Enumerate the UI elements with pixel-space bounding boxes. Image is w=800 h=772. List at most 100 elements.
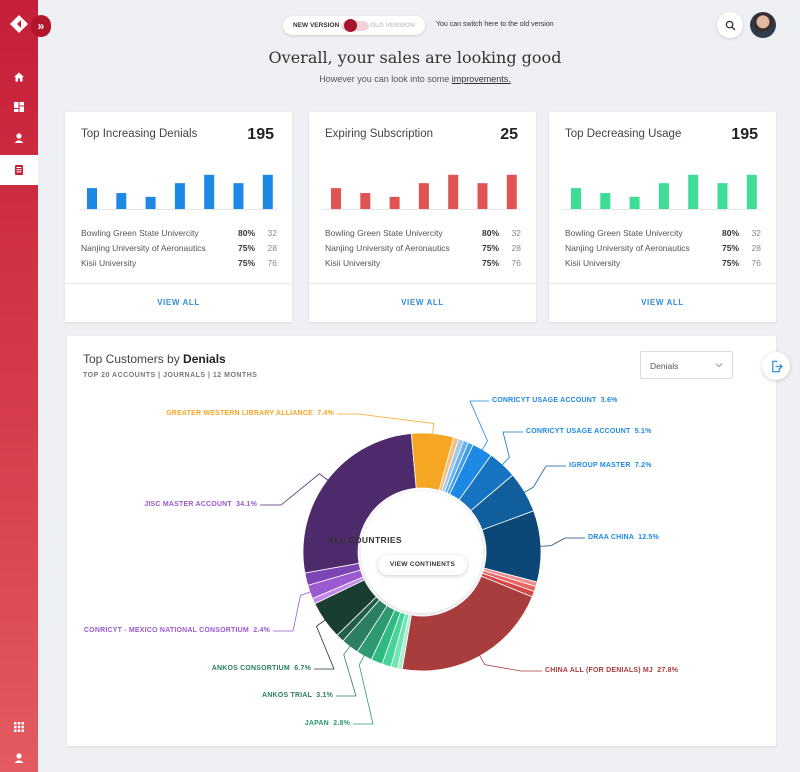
donut-label-name: ANKOS TRIAL: [262, 692, 312, 699]
donut-label-name: IGROUP MASTER: [569, 462, 631, 469]
card-bar[interactable]: [629, 196, 640, 209]
card-bar[interactable]: [688, 174, 699, 209]
card-row-pct: 80%: [721, 228, 739, 238]
version-toggle[interactable]: NEW VERSION OLD VERSION: [283, 16, 425, 35]
card-bar[interactable]: [418, 183, 429, 209]
card-bar[interactable]: [233, 183, 244, 209]
card-increasing-denials: Top Increasing Denials 195 Bowling Green…: [65, 112, 292, 322]
panel-title: Top Customers by Denials: [83, 352, 226, 366]
card-row[interactable]: Bowling Green State Univercity 80% 32: [81, 228, 277, 243]
card-value: 195: [247, 126, 274, 143]
card-row[interactable]: Kisii University 75% 76: [325, 258, 521, 273]
home-icon[interactable]: [0, 62, 38, 92]
card-bar[interactable]: [717, 183, 728, 209]
card-row[interactable]: Nanjing University of Aeronautics 75% 28: [325, 243, 521, 258]
donut-label-value: 3.1%: [311, 692, 333, 699]
card-bar[interactable]: [116, 193, 127, 209]
switch-hint: You can switch here to the old version: [436, 21, 554, 28]
donut-label[interactable]: JISC MASTER ACCOUNT 34.1%: [144, 501, 257, 508]
donut-label[interactable]: IGROUP MASTER 7.2%: [569, 462, 652, 469]
card-row[interactable]: Kisii University 75% 76: [81, 258, 277, 273]
search-button[interactable]: [717, 12, 743, 38]
subline-text: However you can look into some: [319, 74, 450, 84]
view-all-button[interactable]: VIEW ALL: [157, 298, 200, 307]
chevrons-right-icon[interactable]: »: [31, 15, 51, 37]
card-bar[interactable]: [571, 188, 581, 209]
donut-slice[interactable]: [302, 433, 417, 574]
donut-label[interactable]: JAPAN 2.8%: [305, 720, 350, 727]
card-row-name: Bowling Green State Univercity: [565, 228, 683, 238]
card-bar[interactable]: [360, 193, 371, 209]
card-row[interactable]: Bowling Green State Univercity 80% 32: [565, 228, 761, 243]
card-bar[interactable]: [448, 174, 459, 209]
new-version-label: NEW VERSION: [293, 22, 340, 29]
donut-label-value: 2.4%: [248, 627, 270, 634]
donut-leader-line: [260, 473, 331, 506]
donut-label[interactable]: DRAA CHINA 12.5%: [588, 534, 659, 541]
donut-leader-line: [336, 643, 357, 697]
donut-center: [361, 491, 483, 613]
document-icon[interactable]: [0, 155, 38, 185]
card-bar[interactable]: [477, 183, 488, 209]
card-row-pct: 80%: [481, 228, 499, 238]
card-row-pct: 75%: [721, 243, 739, 253]
dashboard-icon[interactable]: [0, 92, 38, 122]
card-row-count: 28: [751, 243, 761, 253]
card-row-count: 32: [751, 228, 761, 238]
card-decreasing-usage: Top Decreasing Usage 195 Bowling Green S…: [549, 112, 776, 322]
card-bar[interactable]: [331, 188, 341, 209]
avatar[interactable]: [750, 12, 776, 38]
card-bar[interactable]: [746, 174, 757, 209]
card-bar-chart: [563, 174, 762, 210]
donut-slice[interactable]: [446, 441, 474, 495]
donut-label[interactable]: GREATER WESTERN LIBRARY ALLIANCE 7.4%: [166, 410, 334, 417]
donut-label-name: CONRICYT USAGE ACCOUNT: [526, 428, 631, 435]
card-bar[interactable]: [204, 174, 215, 209]
card-divider: [65, 283, 292, 284]
card-bar[interactable]: [145, 196, 156, 209]
donut-label[interactable]: CONRICYT USAGE ACCOUNT 5.1%: [526, 428, 652, 435]
donut-slice[interactable]: [401, 575, 533, 672]
card-row[interactable]: Nanjing University of Aeronautics 75% 28: [81, 243, 277, 258]
card-divider: [549, 283, 776, 284]
view-continents-button[interactable]: VIEW CONTINENTS: [378, 555, 467, 575]
donut-label[interactable]: CONRICYT - MEXICO NATIONAL CONSORTIUM 2.…: [84, 627, 270, 634]
donut-label[interactable]: ANKOS CONSORTIUM 6.7%: [212, 665, 311, 672]
account-icon[interactable]: [0, 743, 38, 772]
improvements-link[interactable]: improvements.: [451, 74, 511, 84]
card-value: 195: [731, 126, 758, 143]
card-bar[interactable]: [600, 193, 611, 209]
card-bar[interactable]: [506, 174, 517, 209]
card-bar[interactable]: [174, 183, 185, 209]
card-row[interactable]: Bowling Green State Univercity 80% 32: [325, 228, 521, 243]
user-icon[interactable]: [0, 123, 38, 153]
donut-leader-line: [499, 431, 523, 468]
center-title: ALL COUNTRIES: [328, 535, 402, 545]
view-all-button[interactable]: VIEW ALL: [401, 298, 444, 307]
toggle-knob[interactable]: [344, 19, 357, 32]
donut-label[interactable]: CHINA ALL (FOR DENIALS) MJ 27.8%: [545, 667, 678, 674]
view-all-button[interactable]: VIEW ALL: [641, 298, 684, 307]
card-bar[interactable]: [658, 183, 669, 209]
card-value: 25: [500, 126, 518, 143]
card-expiring-subscription: Expiring Subscription 25 Bowling Green S…: [309, 112, 536, 322]
donut-leader-line: [469, 400, 489, 454]
donut-label[interactable]: CONRICYT USAGE ACCOUNT 3.6%: [492, 397, 618, 404]
card-bar[interactable]: [87, 188, 97, 209]
card-row[interactable]: Nanjing University of Aeronautics 75% 28: [565, 243, 761, 258]
apps-grid-icon[interactable]: [0, 712, 38, 742]
card-row-name: Bowling Green State Univercity: [81, 228, 199, 238]
card-bar[interactable]: [389, 196, 400, 209]
metric-select[interactable]: Denials: [640, 351, 733, 379]
card-row-count: 76: [267, 258, 277, 268]
card-bar[interactable]: [262, 174, 273, 209]
donut-label[interactable]: ANKOS TRIAL 3.1%: [262, 692, 333, 699]
sidebar: [0, 0, 38, 772]
donut-label-value: 6.7%: [289, 665, 311, 672]
logo-icon[interactable]: [9, 14, 29, 34]
search-icon: [725, 20, 735, 30]
card-row-pct: 75%: [237, 243, 255, 253]
card-row[interactable]: Kisii University 75% 76: [565, 258, 761, 273]
export-button[interactable]: [762, 352, 790, 380]
